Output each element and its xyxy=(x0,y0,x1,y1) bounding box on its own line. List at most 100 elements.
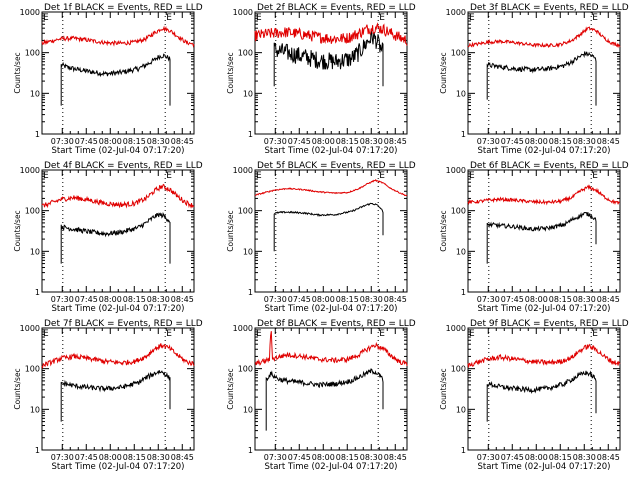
x-axis-label: Start Time (02-Jul-04 07:17:20) xyxy=(478,304,611,314)
x-tick-label: 07:30 xyxy=(477,295,500,304)
y-tick-label: 1 xyxy=(461,130,466,139)
x-tick-label: 08:45 xyxy=(384,137,407,146)
y-tick-label: 1 xyxy=(35,446,40,455)
x-tick-label: 08:45 xyxy=(597,137,620,146)
y-tick-label: 1000 xyxy=(20,166,40,175)
y-axis-label: Counts/sec xyxy=(13,52,22,93)
e-marker-label: E xyxy=(469,171,475,181)
y-tick-label: 10 xyxy=(30,247,40,256)
y-tick-label: 10 xyxy=(243,247,253,256)
x-tick-label: 07:45 xyxy=(501,137,524,146)
series-line-lld xyxy=(254,331,408,367)
series-line-events xyxy=(60,211,171,264)
y-axis-label: Counts/sec xyxy=(439,52,448,93)
y-axis-label: Counts/sec xyxy=(226,210,235,251)
x-tick-label: 07:30 xyxy=(51,137,74,146)
y-tick-label: 1000 xyxy=(233,8,253,17)
x-tick-label: 08:00 xyxy=(525,453,548,462)
series-line-events xyxy=(60,370,171,422)
e-marker-label: E xyxy=(379,171,385,181)
x-axis-label: Start Time (02-Jul-04 07:17:20) xyxy=(52,146,185,156)
x-tick-label: 07:30 xyxy=(477,137,500,146)
panel-title: Det 3f BLACK = Events, RED = LLD xyxy=(470,3,629,13)
e-marker-label: E xyxy=(469,329,475,339)
x-axis-label: Start Time (02-Jul-04 07:17:20) xyxy=(478,462,611,472)
x-tick-label: 08:45 xyxy=(597,453,620,462)
x-tick-label: 08:15 xyxy=(123,295,146,304)
x-tick-label: 08:30 xyxy=(147,137,170,146)
y-tick-label: 10 xyxy=(243,405,253,414)
e-marker-label: E xyxy=(43,13,49,23)
panel-title: Det 7f BLACK = Events, RED = LLD xyxy=(44,319,203,329)
panel-title: Det 6f BLACK = Events, RED = LLD xyxy=(470,161,629,171)
plot-frame xyxy=(467,327,621,451)
y-tick-label: 10 xyxy=(456,89,466,98)
panel-4: Det 4f BLACK = Events, RED = LLD 1 10 100 10… xyxy=(13,161,203,314)
x-tick-label: 08:30 xyxy=(360,295,383,304)
panel-1: Det 1f BLACK = Events, RED = LLD 1 10 100 10… xyxy=(13,3,203,156)
e-marker-label: E xyxy=(166,13,172,23)
y-tick-label: 1 xyxy=(461,288,466,297)
panel-3: Det 3f BLACK = Events, RED = LLD 1 10 100 10… xyxy=(439,3,629,156)
x-tick-label: 07:30 xyxy=(264,453,287,462)
x-axis-label: Start Time (02-Jul-04 07:17:20) xyxy=(265,146,398,156)
x-tick-label: 07:45 xyxy=(75,453,98,462)
e-marker-label: E xyxy=(166,171,172,181)
panel-6: Det 6f BLACK = Events, RED = LLD 1 10 100 10… xyxy=(439,161,629,314)
x-tick-label: 08:45 xyxy=(171,295,194,304)
y-tick-label: 1000 xyxy=(20,324,40,333)
panel-5: Det 5f BLACK = Events, RED = LLD 1 10 100 10… xyxy=(226,161,416,314)
y-axis-label: Counts/sec xyxy=(226,368,235,409)
series-line-lld xyxy=(254,179,408,197)
e-marker-label: E xyxy=(592,329,598,339)
x-tick-label: 08:45 xyxy=(597,295,620,304)
x-tick-label: 08:30 xyxy=(573,137,596,146)
series-line-events xyxy=(486,211,597,264)
x-axis-label: Start Time (02-Jul-04 07:17:20) xyxy=(265,304,398,314)
series-line-events xyxy=(273,29,384,87)
plot-frame xyxy=(254,327,408,451)
x-tick-label: 08:15 xyxy=(336,453,359,462)
e-marker-label: E xyxy=(166,329,172,339)
x-tick-label: 08:30 xyxy=(147,453,170,462)
panel-9: Det 9f BLACK = Events, RED = LLD 1 10 100 10… xyxy=(439,319,629,472)
panel-2: Det 2f BLACK = Events, RED = LLD 1 10 100 10… xyxy=(226,3,416,156)
y-tick-label: 1000 xyxy=(446,8,466,17)
series-line-events xyxy=(265,368,384,431)
x-tick-label: 08:15 xyxy=(549,137,572,146)
x-tick-label: 08:30 xyxy=(147,295,170,304)
x-tick-label: 08:30 xyxy=(360,137,383,146)
x-tick-label: 08:15 xyxy=(336,295,359,304)
x-tick-label: 07:45 xyxy=(75,295,98,304)
y-tick-label: 1000 xyxy=(446,166,466,175)
x-axis-label: Start Time (02-Jul-04 07:17:20) xyxy=(478,146,611,156)
panel-title: Det 9f BLACK = Events, RED = LLD xyxy=(470,319,629,329)
x-axis-label: Start Time (02-Jul-04 07:17:20) xyxy=(265,462,398,472)
x-tick-label: 08:15 xyxy=(123,137,146,146)
y-tick-label: 10 xyxy=(456,405,466,414)
y-tick-label: 100 xyxy=(451,365,466,374)
y-tick-label: 100 xyxy=(238,365,253,374)
y-axis-label: Counts/sec xyxy=(439,210,448,251)
x-axis-label: Start Time (02-Jul-04 07:17:20) xyxy=(52,304,185,314)
x-tick-label: 08:00 xyxy=(99,453,122,462)
x-axis-label: Start Time (02-Jul-04 07:17:20) xyxy=(52,462,185,472)
y-tick-label: 1000 xyxy=(446,324,466,333)
series-line-events xyxy=(486,51,597,106)
x-tick-label: 08:00 xyxy=(525,137,548,146)
x-tick-label: 08:15 xyxy=(549,295,572,304)
x-tick-label: 07:45 xyxy=(501,453,524,462)
y-tick-label: 1 xyxy=(248,130,253,139)
e-marker-label: E xyxy=(379,13,385,23)
y-tick-label: 100 xyxy=(25,49,40,58)
y-axis-label: Counts/sec xyxy=(13,368,22,409)
x-tick-label: 07:30 xyxy=(477,453,500,462)
y-tick-label: 100 xyxy=(25,365,40,374)
series-line-lld xyxy=(41,343,195,370)
x-tick-label: 08:00 xyxy=(99,295,122,304)
x-tick-label: 07:30 xyxy=(264,137,287,146)
series-line-lld xyxy=(467,343,621,368)
y-axis-label: Counts/sec xyxy=(439,368,448,409)
